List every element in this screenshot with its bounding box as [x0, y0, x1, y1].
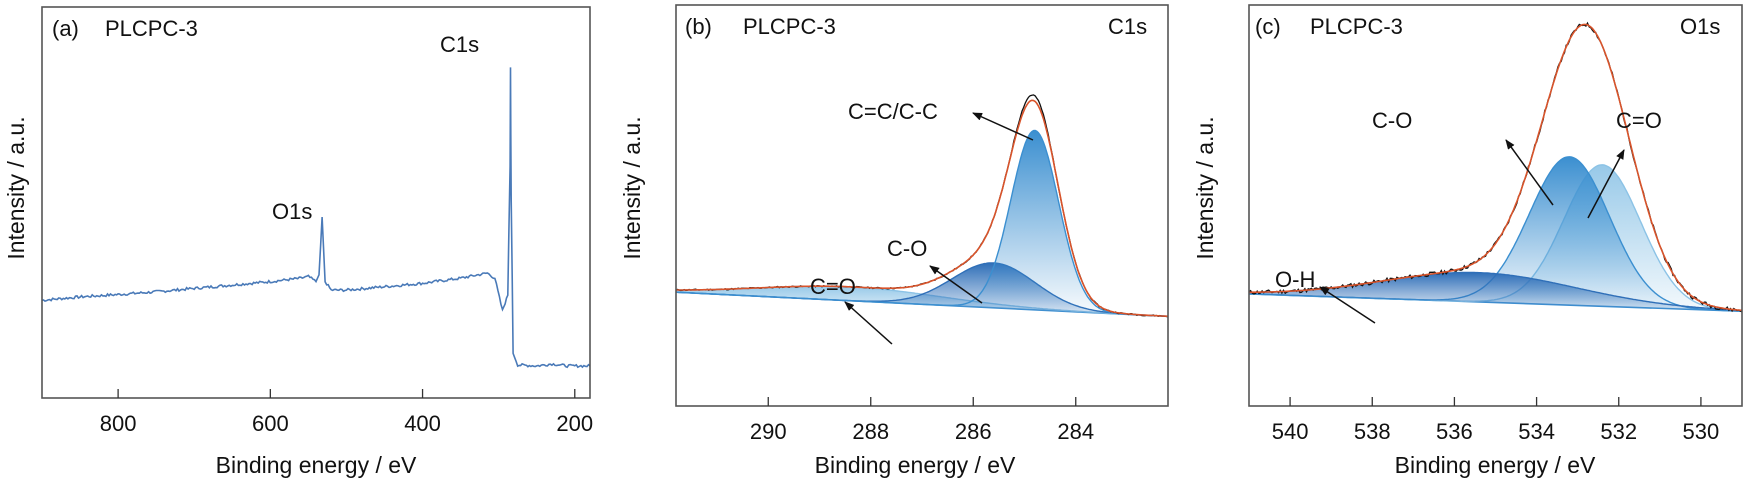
x-tick-label: 530	[1683, 419, 1720, 444]
x-tick-label: 288	[852, 419, 889, 444]
x-axis-label: Binding energy / eV	[815, 452, 1016, 478]
annotation-c-double-o: C=O	[810, 274, 856, 299]
axes-frame	[1248, 4, 1743, 407]
plot-area	[675, 94, 1169, 318]
fit-envelope-line	[676, 99, 1169, 318]
panel-a-survey: 800 600 400 200 (a) PLCPC-3 Binding energy …	[3, 6, 593, 478]
arrow-cc	[972, 112, 1034, 141]
annotation-c-double-o: C=O	[1616, 108, 1662, 133]
arrow-co	[1505, 139, 1554, 206]
component-C=C/C-C-fill	[676, 130, 1168, 317]
panel-label: (b)	[685, 14, 712, 39]
x-tick-label: 290	[750, 419, 787, 444]
survey-line	[41, 67, 591, 369]
x-ticks: 800 600 400 200	[100, 389, 593, 436]
x-tick-label: 400	[404, 411, 441, 436]
panel-label: (a)	[52, 16, 79, 41]
x-ticks: 290 288 286 284	[750, 397, 1094, 444]
annotation-o1s: O1s	[272, 199, 312, 224]
panel-label: (c)	[1255, 14, 1281, 39]
x-tick-label: 286	[955, 419, 992, 444]
annotation-c1s: C1s	[440, 32, 479, 57]
arrow-c-double-o	[844, 301, 893, 345]
raw-data-line	[1248, 21, 1743, 313]
x-tick-label: 536	[1436, 419, 1473, 444]
plot-area	[1248, 21, 1743, 313]
x-tick-label: 800	[100, 411, 137, 436]
sample-name: PLCPC-3	[105, 16, 198, 41]
y-axis-label: Intensity / a.u.	[619, 116, 645, 259]
region-label: O1s	[1680, 14, 1720, 39]
annotation-co: C-O	[1372, 108, 1412, 133]
component-C-O-fill	[1249, 156, 1742, 312]
arrow-co	[929, 265, 983, 304]
arrow-c-double-o	[1587, 149, 1625, 219]
sample-name: PLCPC-3	[1310, 14, 1403, 39]
axes-frame	[675, 4, 1169, 407]
x-axis-label: Binding energy / eV	[216, 452, 417, 478]
annotation-co: C-O	[887, 236, 927, 261]
arrow-oh	[1319, 286, 1376, 324]
sample-name: PLCPC-3	[743, 14, 836, 39]
annotation-oh: O-H	[1275, 267, 1315, 292]
x-ticks: 540 538 536 534 532 530	[1272, 397, 1720, 444]
plot-area	[41, 67, 591, 369]
x-axis-label: Binding energy / eV	[1395, 452, 1596, 478]
region-label: C1s	[1108, 14, 1147, 39]
axes-frame	[41, 6, 591, 399]
panel-b-c1s: 290 288 286 284 (b) PLCPC-3 C1s Binding ene…	[619, 4, 1169, 478]
x-tick-label: 540	[1272, 419, 1309, 444]
fit-envelope-line	[1249, 23, 1743, 312]
x-tick-label: 532	[1600, 419, 1637, 444]
panel-c-o1s: 540 538 536 534 532 530 (c) PLCPC-3 O1s Bindi…	[1192, 4, 1743, 478]
component-O-H-fill	[1249, 272, 1742, 312]
x-tick-label: 538	[1354, 419, 1391, 444]
x-tick-label: 534	[1518, 419, 1555, 444]
component-C=C/C-C-line	[675, 129, 1168, 317]
x-tick-label: 200	[556, 411, 593, 436]
annotation-cc: C=C/C-C	[848, 99, 938, 124]
x-tick-label: 284	[1057, 419, 1094, 444]
y-axis-label: Intensity / a.u.	[1192, 116, 1218, 259]
y-axis-label: Intensity / a.u.	[3, 116, 29, 259]
x-tick-label: 600	[252, 411, 289, 436]
